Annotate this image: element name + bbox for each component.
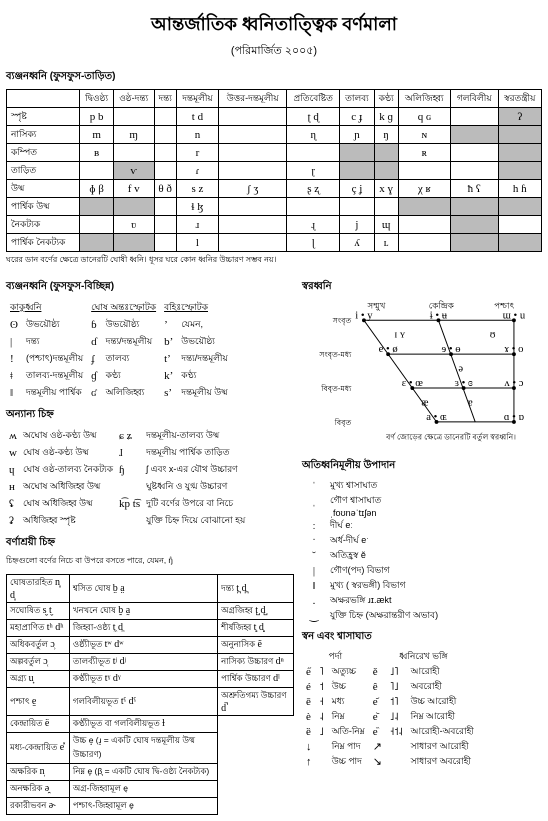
svg-text:কেন্দ্রিক: কেন্দ্রিক	[429, 301, 455, 311]
nonpulm-table: কাকুধ্বনি ঘোষ অন্তঃস্ফোটক বহিঃস্ফোটক ʘউভ…	[6, 299, 232, 401]
page-title: আন্তর্জাতিক ধ্বনিতাত্ত্বিক বর্ণমালা	[6, 10, 542, 41]
diacritics-heading: বর্ণাশ্রয়ী চিহ্ন	[6, 535, 294, 552]
page-subtitle: (পরিমার্জিত ২০০৫)	[6, 42, 542, 61]
svg-text:a • ɶ: a • ɶ	[426, 412, 447, 423]
other-table: ʍঅঘোষ ওষ্ঠ-কণ্ঠ্য উষ্মɕ ʑদন্তমূলীয়-তালব…	[6, 427, 248, 529]
consonants-table: দ্বিওষ্ঠ্যওষ্ঠ-দন্ত্যদন্ত্যদন্তমূলীয়উত্…	[6, 89, 542, 252]
svg-text:ə: ə	[458, 364, 463, 375]
nonpulm-heading: ব্যঞ্জনধ্বনি (ফুসফুস-বিচ্ছিন্ন)	[6, 279, 294, 296]
svg-text:ʊ: ʊ	[490, 330, 496, 341]
svg-text:e • ø: e • ø	[379, 344, 398, 355]
vowels-heading: স্বরধ্বনি	[302, 279, 542, 296]
svg-text:ɘ • ɵ: ɘ • ɵ	[442, 344, 461, 355]
svg-text:বর্ণ জোড়ের ক্ষেত্রে ডানেরটি ব: বর্ণ জোড়ের ক্ষেত্রে ডানেরটি বর্তুল স্বর…	[385, 431, 516, 441]
svg-text:সংবৃত-মধ্য: সংবৃত-মধ্য	[318, 350, 352, 359]
svg-text:ɑ • ɒ: ɑ • ɒ	[504, 412, 525, 423]
consonants-footnote: ঘরের ডান বর্ণের ক্ষেত্রে ডানেরটি ঘোষী ধ্…	[6, 254, 542, 267]
svg-text:ɜ • ɞ: ɜ • ɞ	[455, 378, 473, 389]
svg-text:বিবৃত-মধ্য: বিবৃত-মধ্য	[320, 384, 352, 393]
svg-text:পশ্চাৎ: পশ্চাৎ	[494, 301, 514, 311]
diacritics-table: ঘোষতারহিত n̥ d̥শ্বসিত ঘোষ b̤ a̤দন্ত্য t̪…	[6, 574, 294, 815]
diacritics-note: চিহ্নগুলো বর্ণের নিচে বা উপরে বসতে পারে,…	[6, 555, 294, 568]
svg-text:ɪ ʏ: ɪ ʏ	[394, 330, 406, 341]
svg-text:ɐ: ɐ	[468, 397, 473, 408]
svg-text:ɛ • œ: ɛ • œ	[402, 378, 423, 389]
svg-text:বিবৃত: বিবৃত	[334, 418, 353, 427]
other-heading: অন্যান্য চিহ্ন	[6, 407, 294, 424]
consonants-heading: ব্যঞ্জনধ্বনি (ফুসফুস-তাড়িত)	[6, 69, 542, 86]
svg-text:ɨ • ʉ: ɨ • ʉ	[430, 310, 448, 321]
svg-text:æ: æ	[421, 397, 428, 408]
svg-text:ɤ • o: ɤ • o	[504, 344, 523, 355]
vowel-chart: সম্মুখ কেন্দ্রিক পশ্চাৎ সংবৃত সংবৃত-মধ্য…	[302, 299, 542, 452]
tones-heading: স্বন এবং শ্বাসাঘাত	[302, 629, 542, 646]
svg-text:ʌ • ɔ: ʌ • ɔ	[504, 378, 523, 389]
svg-text:i • y: i • y	[355, 310, 373, 321]
supra-table: ˈমুখ্য শ্বাসাঘাতˌগৌণ শ্বাসাঘাতˌfoʊnəˈtɪʃ…	[302, 478, 442, 623]
svg-text:সংবৃত: সংবৃত	[332, 316, 353, 325]
tones-table: পর্দাধ্বনিরেখ ভঙ্গি e̋˥অত্যুচ্চě˩˥আরোহীé…	[302, 649, 478, 769]
supra-heading: অতিধ্বনিমূলীয় উপাদান	[302, 458, 542, 475]
svg-text:ɯ • u: ɯ • u	[503, 310, 526, 321]
